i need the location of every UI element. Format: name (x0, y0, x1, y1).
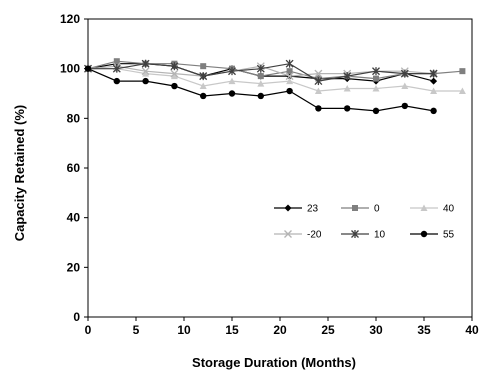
data-point-55 (171, 82, 178, 90)
data-point-40 (314, 87, 322, 95)
y-axis-title: Capacity Retained (%) (12, 105, 27, 242)
data-point-40 (170, 72, 178, 80)
data-point-10 (170, 62, 179, 71)
data-point-10 (285, 59, 294, 68)
series-line-40 (88, 68, 463, 92)
legend-swatch-marker (284, 204, 292, 212)
legend-label: 40 (443, 204, 455, 215)
data-point-55 (228, 90, 236, 97)
x-tick-label: 0 (85, 323, 92, 337)
data-point--20 (141, 67, 150, 76)
data-point-55 (257, 92, 264, 100)
y-tick-label: 60 (67, 161, 81, 175)
legend-item-0: 0 (341, 204, 380, 215)
data-point-40 (401, 82, 409, 90)
data-point-55 (113, 77, 121, 85)
data-point-0 (113, 58, 120, 65)
data-point-55 (286, 87, 293, 95)
legend-label: 0 (374, 204, 380, 215)
legend-swatch-marker (352, 205, 358, 211)
y-axis-ticks: 0 20 40 60 80 100 120 (60, 12, 88, 324)
x-tick-label: 40 (465, 323, 479, 337)
series-layer (84, 58, 466, 115)
data-point--20 (314, 69, 323, 78)
x-axis-title: Storage Duration (Months) (192, 355, 356, 370)
data-point-40 (228, 77, 236, 85)
data-point-10 (228, 67, 236, 76)
legend-item-23: 23 (274, 204, 319, 215)
legend-item-40: 40 (410, 204, 455, 215)
series-40 (84, 65, 466, 95)
x-tick-label: 10 (177, 323, 191, 337)
data-point-0 (200, 63, 207, 70)
legend-item-55: 55 (410, 230, 455, 241)
legend-label: 23 (307, 204, 319, 215)
legend-item-10: 10 (341, 230, 386, 241)
y-tick-label: 100 (60, 62, 80, 76)
y-tick-label: 120 (60, 12, 80, 26)
x-tick-label: 35 (417, 323, 431, 337)
y-tick-label: 80 (67, 111, 81, 125)
legend-swatch-marker (420, 230, 428, 238)
x-tick-label: 20 (273, 323, 287, 337)
legend-swatch-marker (420, 204, 428, 211)
data-point-40 (142, 70, 150, 77)
y-tick-label: 20 (67, 260, 81, 274)
data-point-10 (256, 64, 265, 73)
legend-swatch-marker (351, 230, 359, 238)
x-tick-label: 25 (321, 323, 335, 337)
data-point-40 (343, 85, 351, 92)
legend-label: 55 (443, 230, 455, 241)
data-point-55 (401, 102, 408, 110)
data-point-10 (141, 59, 150, 68)
data-point-10 (314, 77, 323, 86)
legend-label: 10 (374, 230, 386, 241)
series-55 (84, 65, 437, 115)
legend-item--20: -20 (274, 230, 322, 241)
data-point-55 (142, 77, 149, 85)
data-point--20 (170, 69, 179, 78)
y-tick-label: 40 (67, 211, 81, 225)
series-10 (84, 59, 438, 86)
data-point-10 (400, 69, 409, 78)
x-tick-label: 5 (133, 323, 140, 337)
data-point-40 (199, 82, 207, 90)
data-point-10 (112, 64, 121, 73)
x-axis-ticks: 0 5 10 15 20 25 30 35 40 (85, 317, 479, 337)
data-point-0 (286, 68, 293, 75)
data-point-40 (458, 87, 466, 95)
data-point-0 (459, 68, 466, 75)
data-point-55 (372, 107, 380, 115)
x-tick-label: 15 (225, 323, 239, 337)
data-point-0 (373, 75, 379, 82)
data-point-10 (429, 69, 438, 78)
data-point-40 (286, 77, 294, 85)
data-point-55 (84, 65, 92, 72)
data-point-23 (430, 77, 438, 85)
legend: 23 0 40 -20 10 55 (274, 204, 455, 241)
legend-label: -20 (307, 230, 322, 241)
data-point--20 (285, 72, 294, 81)
data-point-40 (430, 87, 438, 95)
data-point-55 (315, 105, 322, 112)
series-0 (85, 58, 466, 82)
data-point-55 (344, 105, 351, 112)
data-point-10 (372, 67, 380, 76)
data-point-40 (372, 85, 380, 92)
data-point-10 (199, 72, 208, 81)
data-point-40 (257, 80, 265, 87)
legend-swatch-marker (284, 230, 292, 238)
data-point-10 (343, 72, 352, 81)
data-point-0 (257, 73, 264, 80)
data-point-55 (430, 107, 437, 115)
y-tick-label: 0 (73, 310, 80, 324)
data-point-55 (200, 92, 207, 100)
x-tick-label: 30 (369, 323, 383, 337)
